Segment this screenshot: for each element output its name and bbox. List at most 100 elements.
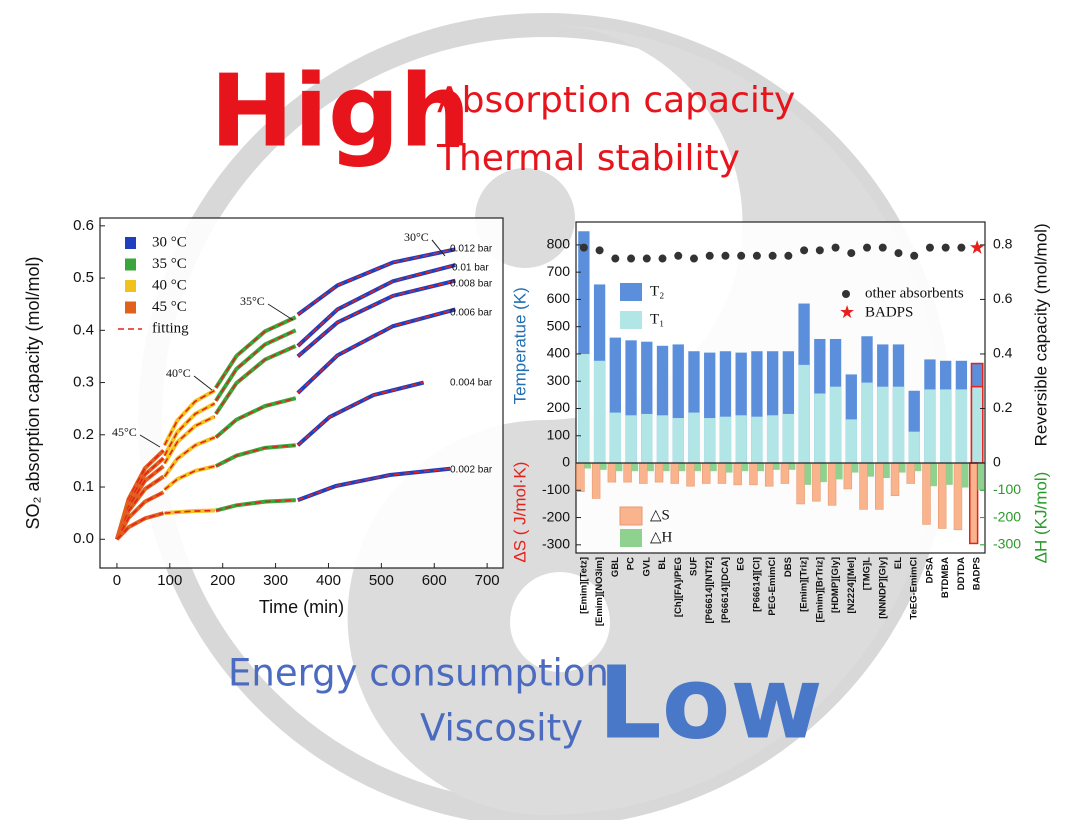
x-tick-label: 300 xyxy=(263,572,288,589)
y-tick-label: 200 xyxy=(547,399,571,415)
x-tick-label: [P66614][DCA] xyxy=(720,557,731,623)
fit-line xyxy=(116,491,164,540)
x-tick-label: [Emim][Tetz] xyxy=(578,557,589,614)
bar xyxy=(845,419,857,464)
annotation-arrow xyxy=(267,303,294,321)
fit-line xyxy=(297,248,456,316)
y-tick-label: 500 xyxy=(547,317,571,333)
bar xyxy=(851,463,859,473)
legend-label: T₂ xyxy=(650,283,664,299)
fit-line xyxy=(163,389,216,446)
bar xyxy=(670,462,680,484)
y2-tick-label: 0.6 xyxy=(993,290,1013,306)
bar xyxy=(788,463,796,470)
headline-low: Low xyxy=(598,644,823,761)
legend-swatch xyxy=(125,280,136,292)
point xyxy=(784,251,793,260)
point xyxy=(642,254,651,263)
y2-tick-label: 0.2 xyxy=(993,399,1013,415)
bar xyxy=(672,344,684,464)
bar xyxy=(798,364,810,464)
point xyxy=(800,246,809,255)
point xyxy=(674,251,683,260)
bar xyxy=(922,462,931,525)
bar xyxy=(607,462,617,483)
bar xyxy=(757,463,764,472)
bar xyxy=(639,462,648,484)
headline-item: Thermal stability xyxy=(436,138,740,179)
temperature-label: 40°C xyxy=(166,366,191,380)
y-axis-label-lower: ΔS ( J/mol·K) xyxy=(510,462,529,563)
bar xyxy=(710,463,717,472)
bar xyxy=(796,462,805,505)
bar xyxy=(623,462,632,483)
bar xyxy=(725,463,733,473)
bar xyxy=(908,390,920,464)
bar xyxy=(970,385,984,464)
headline-high: High xyxy=(210,52,471,169)
y2-axis-label: Reversible capacity (mol/mol) xyxy=(1031,223,1050,446)
y-tick-label: 300 xyxy=(547,372,571,388)
point xyxy=(611,254,620,263)
x-tick-label: EL xyxy=(893,557,904,569)
bar xyxy=(593,360,606,464)
plot-frame xyxy=(99,217,504,569)
temperature-label: 30°C xyxy=(404,230,429,244)
point xyxy=(721,251,730,260)
x-tick-label: [Emim][NO3im] xyxy=(594,557,605,626)
bar xyxy=(968,462,979,545)
legend-label: 35 °C xyxy=(152,256,187,272)
x-tick-label: EG xyxy=(736,557,747,571)
bar xyxy=(704,418,716,464)
bar xyxy=(741,463,749,472)
legend-swatch xyxy=(842,290,850,298)
y3-axis-label: ΔH (KJ/mol) xyxy=(1031,472,1050,564)
x-tick-label: TeEG-EmimCl xyxy=(909,557,920,620)
y2-tick-label: 0.4 xyxy=(993,345,1013,361)
x-tick-label: DBS xyxy=(783,557,794,577)
pressure-label: 0.012 bar xyxy=(450,244,493,255)
bar xyxy=(735,352,747,464)
x-tick-label: PC xyxy=(626,557,637,570)
legend-swatch xyxy=(620,529,642,547)
bar xyxy=(702,462,711,484)
x-tick-label: 500 xyxy=(369,572,394,589)
bar xyxy=(930,463,938,487)
bar xyxy=(843,462,853,490)
bar xyxy=(782,351,795,464)
fit-line xyxy=(164,509,215,514)
fit-line xyxy=(116,457,164,540)
bar xyxy=(773,463,780,470)
bar xyxy=(953,462,963,531)
point xyxy=(752,251,761,260)
point xyxy=(579,243,588,252)
x-tick-label: [Ch][FA]/PEG xyxy=(673,557,684,617)
bar xyxy=(867,463,875,477)
legend-label: △S xyxy=(650,507,670,523)
legend-label: △H xyxy=(650,529,673,545)
y-tick-label: -100 xyxy=(542,481,570,497)
legend-label: 40 °C xyxy=(152,277,187,293)
bar xyxy=(829,386,842,464)
bar xyxy=(883,463,890,479)
x-tick-label: [P66614][Cl] xyxy=(751,557,762,612)
x-tick-label: 0 xyxy=(113,572,121,589)
x-tick-label: [Emim][BrTriz] xyxy=(814,557,825,622)
bar xyxy=(717,462,727,484)
bar xyxy=(898,463,906,473)
fit-line xyxy=(215,499,296,512)
bar xyxy=(782,413,795,464)
fit-line xyxy=(215,329,297,402)
bar xyxy=(827,462,837,506)
fit-line xyxy=(116,512,164,540)
bar xyxy=(656,345,669,464)
fit-line xyxy=(163,436,216,478)
x-tick-label: 700 xyxy=(475,572,500,589)
pressure-label: 0.01 bar xyxy=(452,263,489,274)
legend-swatch xyxy=(125,301,136,314)
y-tick-label: 0.0 xyxy=(73,530,94,547)
x-tick-label: [N2224][MeI] xyxy=(846,557,857,614)
legend-label: other absorbents xyxy=(865,285,964,301)
x-tick-label: [HDMP][Gly] xyxy=(830,557,841,613)
annotation-arrow xyxy=(193,375,213,391)
